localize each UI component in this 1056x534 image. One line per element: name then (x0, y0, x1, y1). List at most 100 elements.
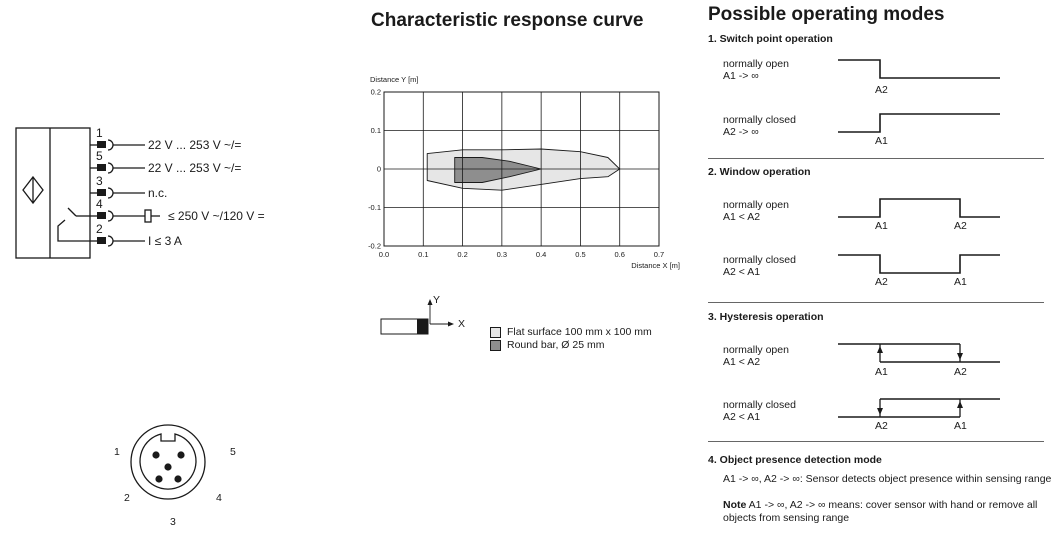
waveform-window-no (838, 198, 1000, 218)
presence-mode-description: A1 -> ∞, A2 -> ∞: Sensor detects object … (723, 473, 1052, 485)
arrow-up-icon (877, 346, 883, 353)
fuse-icon (144, 209, 152, 223)
section-title: 1. Switch point operation (708, 33, 833, 45)
sensor-orientation-diagram (380, 299, 454, 335)
switch-contact-icon (57, 207, 90, 242)
legend-swatch-round (490, 340, 501, 351)
x-tick-label: 0.7 (654, 250, 664, 259)
x-tick-label: 0.2 (457, 250, 467, 259)
wiring-diagram (15, 127, 160, 259)
connector-pin-label: 3 (170, 516, 176, 528)
mode-condition: A1 -> ∞ (723, 70, 759, 82)
waveform-switch-no (838, 59, 1000, 79)
pin-row-3 (90, 187, 145, 199)
waveform-marker: A1 (875, 220, 888, 232)
waveform-marker: A1 (875, 135, 888, 147)
y-axis-label: Distance Y [m] (370, 75, 419, 84)
waveform-marker: A2 (875, 420, 888, 432)
pin-number: 2 (96, 222, 103, 236)
legend-label-flat: Flat surface 100 mm x 100 mm (507, 326, 652, 338)
section-divider (708, 441, 1044, 442)
y-tick-label: 0.1 (371, 126, 381, 135)
waveform-marker: A2 (875, 84, 888, 96)
response-curve-title: Characteristic response curve (371, 10, 644, 31)
section-divider (708, 158, 1044, 159)
pin-number: 1 (96, 126, 103, 140)
note-text: A1 -> ∞, A2 -> ∞ means: cover sensor wit… (723, 499, 1038, 524)
connector-pin (177, 451, 185, 459)
pin-label: n.c. (148, 186, 168, 200)
pin-label: 22 V ... 253 V ~/= (148, 138, 242, 152)
connector-pin (155, 475, 163, 483)
legend-label-round: Round bar, Ø 25 mm (507, 339, 605, 351)
connector-pin-label: 2 (124, 492, 130, 504)
y-tick-label: 0 (377, 165, 381, 174)
pin-row-5 (90, 162, 145, 174)
orientation-y-label: Y (433, 294, 441, 306)
response-curve-chart: 0.0 0.1 0.2 0.3 0.4 0.5 0.6 0.7 0.2 0.1 0 -0.1 -0.2 D… (368, 75, 680, 270)
series-area-round-bar (454, 157, 542, 183)
waveform-hysteresis-no (838, 343, 1000, 363)
waveform-marker: A1 (954, 276, 967, 288)
waveform-marker: A1 (875, 366, 888, 378)
mode-condition: A2 < A1 (723, 266, 761, 278)
waveform-hysteresis-nc (838, 398, 1000, 418)
mode-label: normally open (723, 344, 789, 356)
section-title: 3. Hysteresis operation (708, 311, 824, 323)
connector-pin-label: 5 (230, 446, 236, 458)
x-tick-label: 0.6 (614, 250, 624, 259)
connector-pin (164, 463, 172, 471)
connector-pin (152, 451, 160, 459)
modes-title: Possible operating modes (708, 4, 945, 25)
pin-label: I ≤ 3 A (148, 234, 182, 248)
sensor-face (417, 319, 428, 334)
x-tick-label: 0.1 (418, 250, 428, 259)
waveform-marker: A1 (954, 420, 967, 432)
plot-frame (383, 91, 660, 247)
mode-condition: A1 < A2 (723, 356, 761, 368)
legend-swatch-flat (490, 327, 501, 338)
x-tick-label: 0.4 (536, 250, 546, 259)
connector-pin-label: 4 (216, 492, 222, 504)
sensor-housing (15, 127, 91, 259)
waveform-marker: A2 (954, 366, 967, 378)
x-tick-label: 0.3 (497, 250, 507, 259)
section-divider (708, 302, 1044, 303)
waveform-switch-nc (838, 113, 1000, 133)
pin-row-1 (90, 139, 145, 151)
pin-number: 5 (96, 149, 103, 163)
mode-label: normally open (723, 58, 789, 70)
y-tick-label: -0.2 (368, 242, 381, 251)
mode-condition: A2 -> ∞ (723, 126, 759, 138)
connector-pin-label: 1 (114, 446, 120, 458)
x-tick-label: 0.0 (379, 250, 389, 259)
arrow-up-icon (427, 299, 433, 305)
waveform-marker: A2 (875, 276, 888, 288)
arrow-right-icon (448, 321, 454, 327)
presence-mode-note: Note A1 -> ∞, A2 -> ∞ means: cover senso… (723, 499, 1053, 524)
x-axis-label: Distance X [m] (631, 261, 680, 270)
section-title: 2. Window operation (708, 166, 811, 178)
arrow-up-icon (957, 401, 963, 408)
mode-label: normally open (723, 199, 789, 211)
mode-condition: A1 < A2 (723, 211, 761, 223)
waveform-window-nc (838, 254, 1000, 274)
note-label: Note (723, 499, 747, 511)
connector-pin (174, 475, 182, 483)
pin-row-2 (90, 235, 145, 247)
section-title: 4. Object presence detection mode (708, 454, 882, 466)
connector-pinout-diagram (130, 424, 206, 500)
orientation-x-label: X (458, 318, 466, 330)
pin-number: 4 (96, 197, 103, 211)
connector-inner-keyed (139, 433, 197, 490)
mode-condition: A2 < A1 (723, 411, 761, 423)
mode-label: normally closed (723, 254, 796, 266)
waveform-marker: A2 (954, 220, 967, 232)
pin-row-4 (90, 209, 160, 223)
mode-label: normally closed (723, 399, 796, 411)
y-tick-label: 0.2 (371, 88, 381, 97)
pin-number: 3 (96, 174, 103, 188)
sensor-symbol-icon (22, 175, 44, 205)
y-tick-label: -0.1 (368, 203, 381, 212)
mode-label: normally closed (723, 114, 796, 126)
